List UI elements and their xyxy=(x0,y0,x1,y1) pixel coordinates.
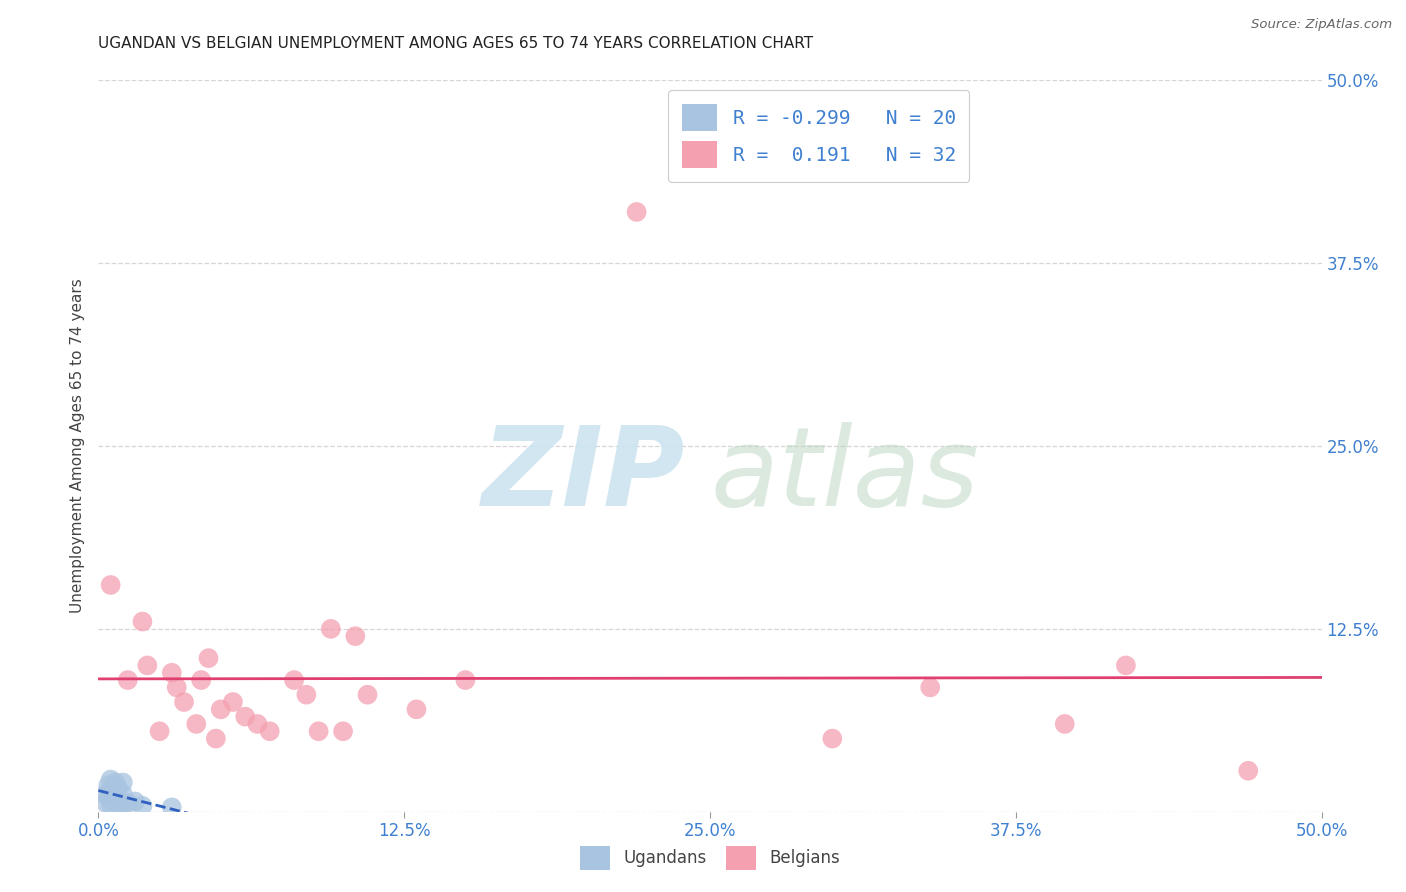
Point xyxy=(356,688,378,702)
Point xyxy=(101,791,124,805)
Point xyxy=(233,709,256,723)
Point xyxy=(97,778,120,792)
Point xyxy=(1237,764,1260,778)
Point xyxy=(104,775,127,789)
Point xyxy=(111,787,134,801)
Point xyxy=(222,695,245,709)
Point xyxy=(117,673,139,687)
Point xyxy=(149,724,172,739)
Y-axis label: Unemployment Among Ages 65 to 74 years: Unemployment Among Ages 65 to 74 years xyxy=(70,278,86,614)
Point xyxy=(166,681,188,695)
Point xyxy=(246,717,269,731)
Point xyxy=(209,702,232,716)
Point xyxy=(160,665,183,680)
Point xyxy=(100,797,122,812)
Text: UGANDAN VS BELGIAN UNEMPLOYMENT AMONG AGES 65 TO 74 YEARS CORRELATION CHART: UGANDAN VS BELGIAN UNEMPLOYMENT AMONG AG… xyxy=(98,36,814,51)
Point xyxy=(100,578,122,592)
Point xyxy=(100,782,122,797)
Point xyxy=(1115,658,1137,673)
Point xyxy=(94,796,117,810)
Point xyxy=(295,688,318,702)
Point xyxy=(821,731,844,746)
Point xyxy=(131,798,153,813)
Point xyxy=(308,724,330,739)
Point xyxy=(1053,717,1076,731)
Point xyxy=(111,775,134,789)
Point xyxy=(160,800,183,814)
Point xyxy=(283,673,305,687)
Point xyxy=(104,787,127,801)
Point xyxy=(920,681,942,695)
Point xyxy=(332,724,354,739)
Point xyxy=(136,658,159,673)
Point xyxy=(97,790,120,805)
Point xyxy=(107,781,129,796)
Point xyxy=(107,797,129,812)
Point xyxy=(319,622,342,636)
Point xyxy=(197,651,219,665)
Legend: Ugandans, Belgians: Ugandans, Belgians xyxy=(574,839,846,877)
Point xyxy=(190,673,212,687)
Point xyxy=(131,615,153,629)
Point xyxy=(405,702,427,716)
Point xyxy=(344,629,367,643)
Point xyxy=(110,795,132,809)
Point xyxy=(626,205,648,219)
Point xyxy=(117,796,139,810)
Text: atlas: atlas xyxy=(710,422,979,529)
Point xyxy=(124,795,146,809)
Point xyxy=(94,787,117,801)
Point xyxy=(205,731,228,746)
Point xyxy=(259,724,281,739)
Point xyxy=(454,673,477,687)
Point xyxy=(173,695,195,709)
Point xyxy=(100,772,122,787)
Point xyxy=(111,797,134,812)
Point xyxy=(186,717,208,731)
Text: ZIP: ZIP xyxy=(482,422,686,529)
Text: Source: ZipAtlas.com: Source: ZipAtlas.com xyxy=(1251,18,1392,31)
